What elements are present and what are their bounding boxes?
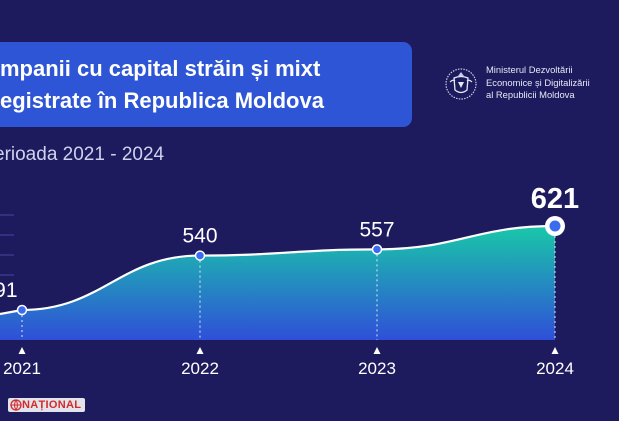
coat-of-arms-icon <box>445 68 477 100</box>
globe-icon <box>10 399 22 411</box>
period-subtitle: erioada 2021 - 2024 <box>0 144 165 165</box>
ministry-line-2: Economice și Digitalizării <box>486 76 590 88</box>
data-label-2022: 540 <box>182 225 217 248</box>
title-box: mpanii cu capital străin și mixt egistra… <box>0 42 412 127</box>
data-point-2023 <box>371 244 383 255</box>
watermark: NAȚIONAL <box>8 398 86 412</box>
ministry-line-1: Ministerul Dezvoltării <box>486 64 573 76</box>
ministry-name: Ministerul Dezvoltării Economice și Digi… <box>486 64 590 102</box>
data-point-2024 <box>549 220 561 232</box>
data-label-2024: 621 <box>531 183 579 215</box>
tick-arrow-2021 <box>18 347 26 354</box>
ministry-logo-block: Ministerul Dezvoltării Economice și Digi… <box>444 64 590 102</box>
tick-arrow-2024 <box>551 347 559 354</box>
x-tick-label-2023: 2023 <box>358 359 396 378</box>
data-label-2023: 557 <box>359 218 394 241</box>
tick-arrow-2023 <box>373 347 381 354</box>
tick-arrow-2022 <box>196 347 204 354</box>
title-line-2: egistrate în Republica Moldova <box>0 88 324 113</box>
title-line-1: mpanii cu capital străin și mixt <box>0 56 321 81</box>
series-line <box>0 224 556 316</box>
watermark-text: NAȚIONAL <box>22 399 82 411</box>
x-tick-label-2021: 2021 <box>3 359 41 378</box>
ministry-line-3: al Republicii Moldova <box>486 89 575 101</box>
x-tick-label-2024: 2024 <box>536 359 574 378</box>
area-fill <box>0 226 555 340</box>
data-point-2021 <box>16 304 28 316</box>
x-tick-label-2022: 2022 <box>181 359 219 378</box>
data-label-2021: 391 <box>0 279 18 302</box>
data-point-2022 <box>194 250 206 261</box>
